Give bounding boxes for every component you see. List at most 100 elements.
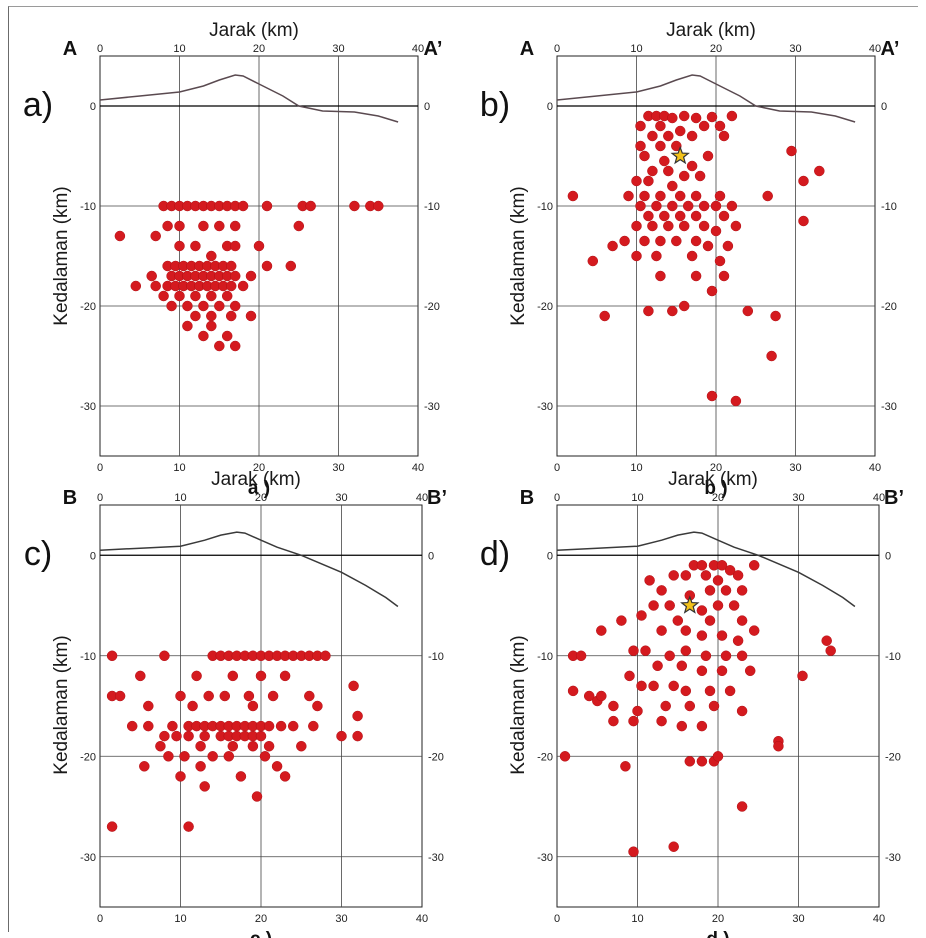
hypocenter-point xyxy=(171,730,182,742)
hypocenter-point xyxy=(305,200,316,212)
hypocenter-point xyxy=(736,585,748,596)
hypocenter-point xyxy=(624,670,635,682)
hypocenter-point xyxy=(714,255,726,267)
hypocenter-point xyxy=(320,650,331,662)
y-tick-label-right: 0 xyxy=(424,101,430,113)
hypocenter-point xyxy=(183,821,194,832)
hypocenter-point xyxy=(620,761,631,772)
hypocenter-point xyxy=(287,720,299,732)
hypocenter-point xyxy=(814,165,825,177)
hypocenter-point xyxy=(712,600,724,611)
hypocenter-point xyxy=(680,645,692,656)
hypocenter-point xyxy=(718,210,730,222)
hypocenter-point xyxy=(352,730,363,742)
x-tick-label-top: 0 xyxy=(97,43,103,55)
hypocenter-point xyxy=(648,680,659,692)
hypocenter-point xyxy=(195,761,206,772)
x-tick-label-top: 30 xyxy=(792,492,804,504)
hypocenter-point xyxy=(253,240,265,252)
hypocenter-point xyxy=(667,200,678,212)
hypocenter-point xyxy=(667,112,678,124)
y-tick-label-right: -30 xyxy=(881,401,897,413)
hypocenter-point xyxy=(336,730,347,742)
hypocenter-point xyxy=(732,635,744,646)
hypocenter-point xyxy=(219,690,231,702)
hypocenter-point xyxy=(114,230,126,242)
hypocenter-point xyxy=(668,570,679,581)
y-tick-label-right: -20 xyxy=(885,751,901,763)
y-tick-label-left: 0 xyxy=(90,101,96,113)
hypocenter-point xyxy=(631,175,642,187)
hypocenter-point xyxy=(608,715,619,727)
hypocenter-point xyxy=(206,320,217,332)
hypocenter-point xyxy=(712,575,724,586)
x-tick-label-bottom: 30 xyxy=(335,913,347,925)
y-axis-title: Kedalaman (km) xyxy=(51,186,72,325)
y-tick-label-left: 0 xyxy=(547,550,553,562)
hypocenter-point xyxy=(619,235,630,247)
hypocenter-point xyxy=(206,290,217,302)
hypocenter-point xyxy=(710,200,722,212)
x-tick-label-top: 20 xyxy=(710,43,722,55)
hypocenter-point xyxy=(167,720,178,732)
x-tick-label-bottom: 0 xyxy=(97,913,103,925)
y-tick-label-left: -10 xyxy=(537,651,553,663)
hypocenter-point xyxy=(261,260,273,272)
hypocenter-point xyxy=(174,240,185,252)
x-tick-label-top: 10 xyxy=(630,43,642,55)
hypocenter-point xyxy=(179,751,190,762)
x-tick-label-top: 40 xyxy=(412,43,424,55)
x-tick-label-bottom: 10 xyxy=(174,913,186,925)
hypocenter-point xyxy=(166,300,177,312)
hypocenter-point xyxy=(631,250,642,262)
hypocenter-point xyxy=(174,220,185,232)
y-tick-label-right: -20 xyxy=(424,301,440,313)
hypocenter-point xyxy=(155,740,166,752)
hypocenter-point xyxy=(247,700,259,712)
hypocenter-point xyxy=(261,200,273,212)
hypocenter-point xyxy=(698,120,710,132)
hypocenter-point xyxy=(748,625,760,636)
hypocenter-point xyxy=(682,200,694,212)
hypocenter-point xyxy=(255,730,267,742)
section-start-label: A xyxy=(63,38,77,60)
hypocenter-point xyxy=(730,395,742,407)
hypocenter-point xyxy=(114,690,126,702)
hypocenter-point xyxy=(786,145,797,157)
hypocenter-point xyxy=(349,200,360,212)
hypocenter-point xyxy=(680,685,692,697)
hypocenter-point xyxy=(632,705,643,717)
hypocenter-point xyxy=(559,751,571,762)
hypocenter-point xyxy=(583,690,595,702)
hypocenter-point xyxy=(159,650,170,662)
x-tick-label-top: 30 xyxy=(789,43,801,55)
panel-label: c) xyxy=(24,535,52,573)
hypocenter-point xyxy=(106,821,118,832)
x-axis-title: Jarak (km) xyxy=(666,20,756,41)
x-tick-label-top: 30 xyxy=(332,43,344,55)
hypocenter-point xyxy=(726,200,738,212)
hypocenter-point xyxy=(728,600,740,611)
hypocenter-point xyxy=(229,340,241,352)
hypocenter-point xyxy=(639,150,650,162)
hypocenter-point xyxy=(724,565,736,576)
y-tick-label-left: -30 xyxy=(80,401,96,413)
panel-caption: c ) xyxy=(250,929,272,938)
hypocenter-point xyxy=(229,240,241,252)
hypocenter-point xyxy=(106,650,118,662)
x-tick-label-bottom: 20 xyxy=(253,462,265,474)
x-tick-label-bottom: 10 xyxy=(631,913,643,925)
hypocenter-point xyxy=(676,660,688,672)
x-tick-label-bottom: 0 xyxy=(97,462,103,474)
hypocenter-point xyxy=(686,160,698,172)
hypocenter-point xyxy=(712,751,724,762)
hypocenter-point xyxy=(706,390,718,402)
hypocenter-point xyxy=(587,255,599,267)
hypocenter-point xyxy=(720,650,732,662)
hypocenter-point xyxy=(223,751,235,762)
panel-label: d) xyxy=(480,535,510,573)
hypocenter-point xyxy=(678,300,690,312)
y-tick-label-right: 0 xyxy=(885,550,891,562)
hypocenter-point xyxy=(651,200,662,212)
hypocenter-point xyxy=(150,280,161,292)
